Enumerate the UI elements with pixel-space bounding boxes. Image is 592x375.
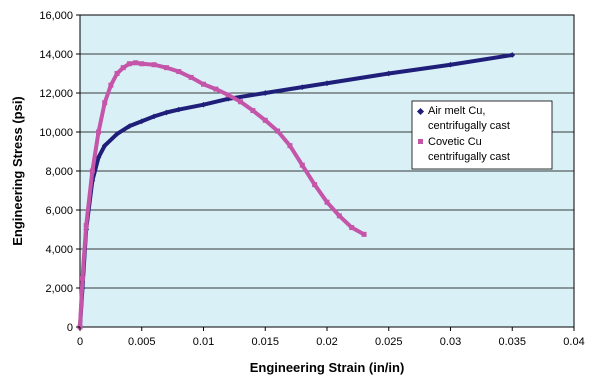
x-tick-label: 0.01 bbox=[193, 336, 214, 348]
data-point bbox=[262, 117, 268, 123]
data-point bbox=[299, 162, 305, 168]
data-point bbox=[163, 65, 169, 71]
data-point bbox=[89, 168, 95, 174]
y-tick-label: 10,000 bbox=[39, 127, 73, 139]
x-axis-title: Engineering Strain (in/in) bbox=[250, 360, 405, 375]
x-tick-label: 0 bbox=[77, 336, 83, 348]
data-point bbox=[102, 100, 108, 106]
y-tick-label: 14,000 bbox=[39, 49, 73, 61]
data-point bbox=[385, 70, 392, 77]
data-point bbox=[83, 223, 89, 229]
gridlines bbox=[80, 53, 574, 289]
data-point bbox=[95, 154, 102, 161]
y-tick-label: 0 bbox=[67, 322, 73, 334]
x-tick-label: 0.04 bbox=[563, 336, 584, 348]
x-axis-ticks: 0 0.005 0.01 0.015 0.02 0.025 0.03 0.035 0.04 bbox=[77, 327, 585, 348]
data-point bbox=[324, 199, 330, 205]
y-tick-label: 4,000 bbox=[45, 244, 73, 256]
data-point bbox=[312, 182, 318, 188]
y-axis-ticks: 0 2,000 4,000 6,000 8,000 10,000 12,000 14,000 1… bbox=[39, 10, 80, 334]
data-point bbox=[163, 109, 170, 116]
data-point bbox=[262, 90, 269, 96]
data-point bbox=[361, 231, 367, 237]
data-point bbox=[201, 81, 206, 87]
y-tick-label: 2,000 bbox=[45, 283, 73, 295]
data-point bbox=[114, 131, 120, 137]
data-point bbox=[133, 60, 139, 66]
x-tick-label: 0.02 bbox=[316, 336, 337, 348]
data-point bbox=[151, 62, 157, 68]
x-tick-label: 0.015 bbox=[251, 336, 279, 348]
data-point bbox=[250, 108, 256, 114]
data-point bbox=[287, 143, 293, 149]
legend-label-covetic: Covetic Cu centrifugally cast bbox=[428, 136, 510, 163]
legend-marker-air-melt bbox=[416, 107, 425, 116]
data-point bbox=[96, 129, 102, 135]
x-tick-label: 0.03 bbox=[440, 336, 461, 348]
legend-label-air-melt: Air melt Cu, centrifugally cast bbox=[428, 105, 510, 132]
data-point bbox=[200, 101, 207, 108]
data-point bbox=[225, 92, 231, 98]
data-point bbox=[336, 213, 342, 219]
data-point bbox=[101, 142, 108, 149]
x-tick-label: 0.025 bbox=[375, 336, 403, 348]
y-tick-label: 16,000 bbox=[39, 10, 73, 22]
data-point bbox=[79, 275, 85, 281]
data-point bbox=[213, 86, 219, 92]
data-point bbox=[126, 61, 132, 67]
data-point bbox=[114, 71, 120, 76]
data-point bbox=[139, 61, 145, 67]
data-point bbox=[275, 128, 281, 134]
legend-marker-covetic bbox=[418, 139, 423, 144]
x-tick-label: 0.035 bbox=[498, 336, 526, 348]
data-point bbox=[120, 65, 126, 71]
y-tick-label: 8,000 bbox=[45, 166, 73, 178]
data-point bbox=[238, 99, 244, 105]
legend-box bbox=[411, 100, 553, 170]
data-point bbox=[188, 74, 194, 80]
legend: Air melt Cu, centrifugally cast Covetic C… bbox=[411, 100, 553, 170]
y-axis-title: Engineering Stress (psi) bbox=[10, 96, 25, 246]
data-point bbox=[151, 113, 157, 120]
x-tick-label: 0.005 bbox=[128, 336, 156, 348]
y-tick-label: 12,000 bbox=[39, 88, 73, 100]
y-tick-label: 6,000 bbox=[45, 205, 73, 217]
data-point bbox=[175, 106, 182, 113]
data-point bbox=[138, 118, 145, 125]
data-point bbox=[324, 80, 330, 87]
data-point bbox=[299, 84, 306, 90]
series-line bbox=[78, 60, 367, 329]
data-point bbox=[108, 82, 114, 88]
data-point bbox=[349, 225, 355, 231]
data-point bbox=[176, 69, 182, 75]
